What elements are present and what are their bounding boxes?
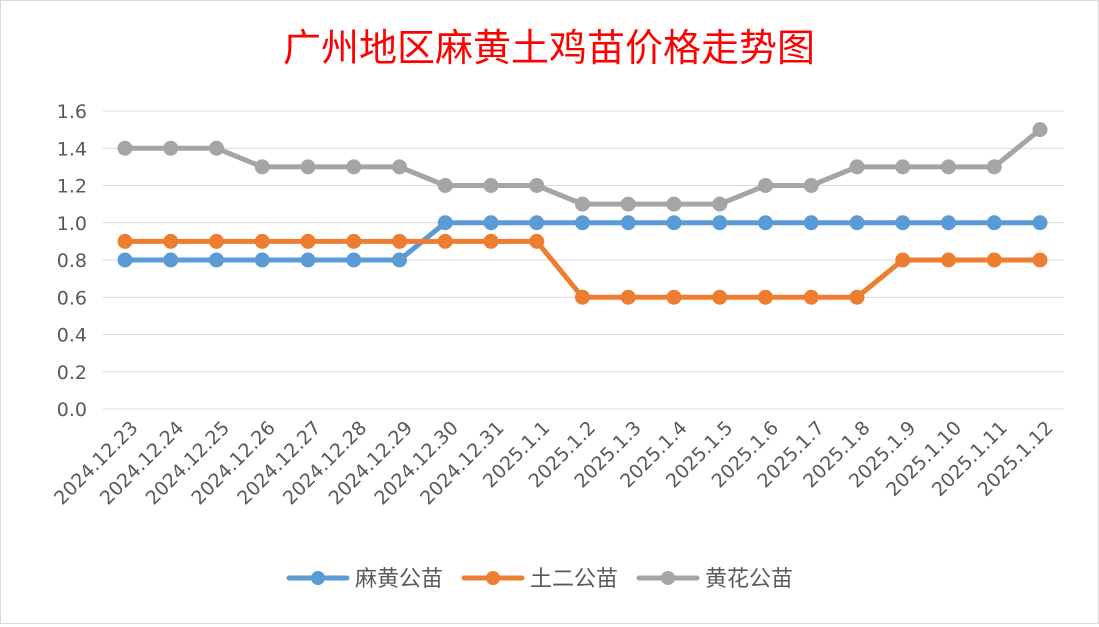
data-point — [254, 159, 270, 175]
chart-title: 广州地区麻黄土鸡苗价格走势图 — [283, 26, 815, 70]
data-point — [392, 159, 407, 175]
legend-item: 麻黄公苗 — [286, 567, 443, 592]
data-point — [209, 140, 224, 156]
data-point — [803, 215, 819, 231]
series-1 — [117, 215, 1048, 268]
data-point — [1032, 122, 1048, 138]
data-point — [300, 252, 316, 268]
data-point — [529, 215, 545, 231]
y-tick-label: 0.8 — [57, 250, 87, 272]
data-point — [1032, 252, 1048, 268]
data-point — [437, 178, 453, 193]
data-point — [1032, 215, 1048, 231]
data-point — [575, 215, 590, 231]
data-point — [666, 196, 682, 212]
data-point — [392, 252, 407, 268]
data-point — [117, 140, 133, 156]
y-tick-label: 1.6 — [57, 101, 87, 123]
legend-swatch-marker — [311, 571, 325, 585]
data-point — [346, 159, 362, 175]
data-point — [117, 233, 133, 249]
data-point — [849, 159, 865, 175]
data-point — [437, 233, 453, 249]
data-point — [483, 233, 499, 249]
legend-swatch-marker — [486, 571, 500, 585]
data-point — [986, 159, 1002, 175]
y-axis: 0.0 0.2 0.4 0.6 0.8 1.0 1.2 1.4 1.6 — [57, 101, 87, 421]
data-point — [300, 233, 316, 249]
series-3 — [117, 122, 1048, 212]
data-point — [758, 289, 773, 305]
y-tick-label: 0.2 — [57, 362, 87, 384]
data-point — [163, 233, 179, 249]
y-tick-label: 0.6 — [57, 287, 87, 309]
data-point — [483, 215, 499, 231]
data-point — [758, 178, 773, 193]
data-point — [529, 233, 545, 249]
data-point — [666, 215, 682, 231]
legend-item: 土二公苗 — [461, 567, 618, 592]
y-tick-label: 0.0 — [57, 399, 87, 421]
data-point — [163, 140, 179, 156]
data-point — [986, 252, 1002, 268]
series-2 — [117, 233, 1048, 305]
data-point — [803, 289, 819, 305]
data-point — [895, 159, 911, 175]
data-point — [895, 252, 911, 268]
data-point — [529, 178, 545, 193]
series-line — [122, 238, 1043, 300]
data-point — [575, 196, 590, 212]
data-point — [849, 215, 865, 231]
data-point — [712, 196, 728, 212]
data-point — [758, 215, 773, 231]
data-point — [666, 289, 682, 305]
data-point — [254, 252, 270, 268]
data-point — [483, 178, 499, 193]
y-tick-label: 0.4 — [57, 325, 87, 347]
data-point — [620, 215, 636, 231]
data-point — [712, 289, 728, 305]
series-group — [117, 122, 1048, 305]
legend-label: 土二公苗 — [530, 567, 618, 592]
data-point — [895, 215, 911, 231]
data-point — [849, 289, 865, 305]
data-point — [209, 252, 224, 268]
y-tick-label: 1.4 — [57, 138, 87, 160]
data-point — [300, 159, 316, 175]
legend-item: 黄花公苗 — [636, 567, 793, 592]
legend-label: 黄花公苗 — [705, 567, 793, 592]
y-tick-label: 1.0 — [57, 213, 87, 235]
data-point — [392, 233, 407, 249]
data-point — [163, 252, 179, 268]
data-point — [209, 233, 224, 249]
data-point — [620, 289, 636, 305]
x-axis: 2024.12.232024.12.242024.12.252024.12.26… — [50, 417, 1057, 509]
data-point — [254, 233, 270, 249]
data-point — [346, 252, 362, 268]
data-point — [117, 252, 133, 268]
legend-label: 麻黄公苗 — [355, 567, 443, 592]
data-point — [437, 215, 453, 231]
y-tick-label: 1.2 — [57, 176, 87, 198]
data-point — [620, 196, 636, 212]
data-point — [803, 178, 819, 193]
data-point — [712, 215, 728, 231]
legend-swatch-marker — [661, 571, 675, 585]
legend: 麻黄公苗 土二公苗 黄花公苗 — [286, 567, 793, 592]
data-point — [941, 252, 956, 268]
data-point — [575, 289, 590, 305]
data-point — [346, 233, 362, 249]
data-point — [986, 215, 1002, 231]
data-point — [941, 215, 956, 231]
data-point — [941, 159, 956, 175]
